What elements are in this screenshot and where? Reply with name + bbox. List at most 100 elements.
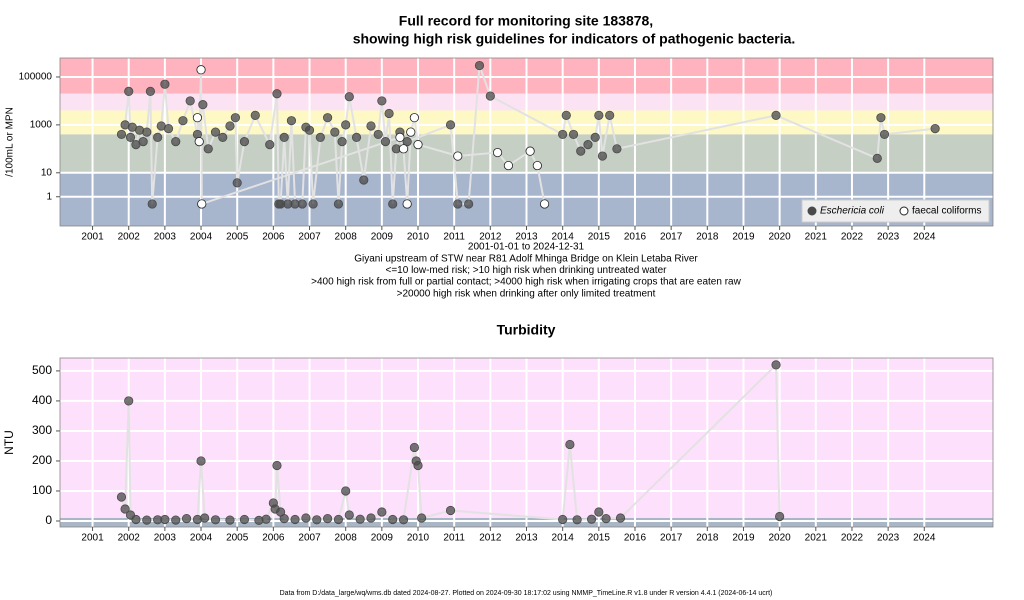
data-point xyxy=(286,116,297,126)
x-tick-label: 2017 xyxy=(660,533,683,544)
data-point xyxy=(341,486,351,496)
legend-marker xyxy=(807,206,817,216)
x-tick-label: 2012 xyxy=(479,533,502,544)
data-point xyxy=(413,460,423,471)
data-point xyxy=(200,513,210,523)
data-point xyxy=(171,137,181,147)
y-axis-label: /100mL or MPN xyxy=(5,107,16,177)
chart-title: showing high risk guidelines for indicat… xyxy=(353,31,796,47)
data-point xyxy=(323,113,333,123)
x-tick-label: 2009 xyxy=(371,533,394,544)
data-point xyxy=(572,515,582,525)
data-point xyxy=(120,504,130,514)
data-point xyxy=(203,144,213,154)
x-tick-label: 2013 xyxy=(515,533,538,544)
data-point xyxy=(402,137,412,147)
x-tick-label: 2016 xyxy=(624,533,647,544)
data-point xyxy=(384,108,394,119)
data-point xyxy=(125,132,136,143)
data-point xyxy=(124,86,134,96)
data-point xyxy=(395,132,405,143)
data-point xyxy=(333,199,344,209)
plot-area xyxy=(116,60,940,209)
x-tick-label: 2008 xyxy=(335,232,358,243)
data-point xyxy=(351,132,362,143)
data-point xyxy=(192,113,203,123)
data-point xyxy=(197,199,207,209)
data-point xyxy=(185,96,195,106)
data-point xyxy=(210,515,221,525)
x-tick-label: 2023 xyxy=(877,533,900,544)
y-tick-label: 200 xyxy=(32,453,52,467)
data-point xyxy=(380,137,391,147)
y-tick-label: 300 xyxy=(32,423,52,437)
data-point xyxy=(597,151,608,161)
legend-label: Eschericia coli xyxy=(820,206,885,217)
x-tick-label: 2003 xyxy=(154,533,177,544)
data-point xyxy=(525,146,535,156)
legend-label: faecal coliforms xyxy=(912,206,981,217)
data-point xyxy=(196,456,206,466)
x-tick-label: 2005 xyxy=(226,533,249,544)
y-tick-label: 10 xyxy=(41,167,53,178)
x-tick-label: 2001 xyxy=(81,533,104,544)
x-tick-label: 2020 xyxy=(769,533,792,544)
x-tick-label: 2022 xyxy=(841,232,864,243)
data-point xyxy=(315,132,325,143)
y-tick-label: 0 xyxy=(45,513,52,527)
legend-box xyxy=(801,199,990,223)
x-tick-label: 2015 xyxy=(588,232,611,243)
data-point xyxy=(341,120,351,130)
x-tick-label: 2010 xyxy=(407,232,430,243)
x-tick-label: 2019 xyxy=(732,533,755,544)
data-point xyxy=(239,137,250,147)
data-point xyxy=(558,514,568,525)
data-point xyxy=(194,137,204,147)
data-point xyxy=(308,199,318,209)
data-point xyxy=(417,513,427,523)
data-point xyxy=(398,515,409,525)
caption: 2001-01-01 to 2024-12-31 xyxy=(468,242,585,253)
x-tick-label: 2023 xyxy=(877,232,900,243)
data-point xyxy=(879,129,890,140)
data-point xyxy=(453,151,463,161)
data-point xyxy=(181,513,192,524)
data-point xyxy=(594,507,604,517)
legend-marker xyxy=(899,206,909,216)
data-point xyxy=(872,153,882,163)
data-point xyxy=(445,120,456,130)
caption: >400 high risk from full or partial cont… xyxy=(311,277,741,288)
x-tick-label: 2017 xyxy=(660,232,683,243)
data-point xyxy=(142,127,152,137)
data-point xyxy=(138,137,148,147)
data-point xyxy=(116,129,127,140)
data-point xyxy=(301,513,311,523)
data-point xyxy=(565,439,575,450)
x-tick-label: 2009 xyxy=(371,232,394,243)
data-point xyxy=(388,199,398,209)
x-tick-label: 2004 xyxy=(190,232,213,243)
data-point xyxy=(250,110,260,120)
x-tick-label: 2018 xyxy=(696,232,719,243)
caption: >20000 high risk when drinking after onl… xyxy=(397,288,656,299)
x-tick-label: 2011 xyxy=(443,232,465,243)
x-tick-label: 2022 xyxy=(841,533,864,544)
data-point xyxy=(398,144,409,154)
x-tick-label: 2021 xyxy=(805,232,828,243)
x-tick-label: 2003 xyxy=(154,232,177,243)
data-point xyxy=(615,513,626,523)
data-point xyxy=(230,113,240,123)
data-point xyxy=(373,129,383,140)
data-point xyxy=(160,79,170,89)
data-point xyxy=(131,514,141,525)
data-point xyxy=(160,514,170,525)
x-tick-label: 2024 xyxy=(913,533,936,544)
data-point xyxy=(876,113,886,123)
data-point xyxy=(464,199,474,209)
data-point xyxy=(406,127,416,137)
data-point xyxy=(232,178,242,188)
data-point xyxy=(485,91,495,101)
data-point xyxy=(279,132,289,143)
data-point xyxy=(532,160,542,171)
